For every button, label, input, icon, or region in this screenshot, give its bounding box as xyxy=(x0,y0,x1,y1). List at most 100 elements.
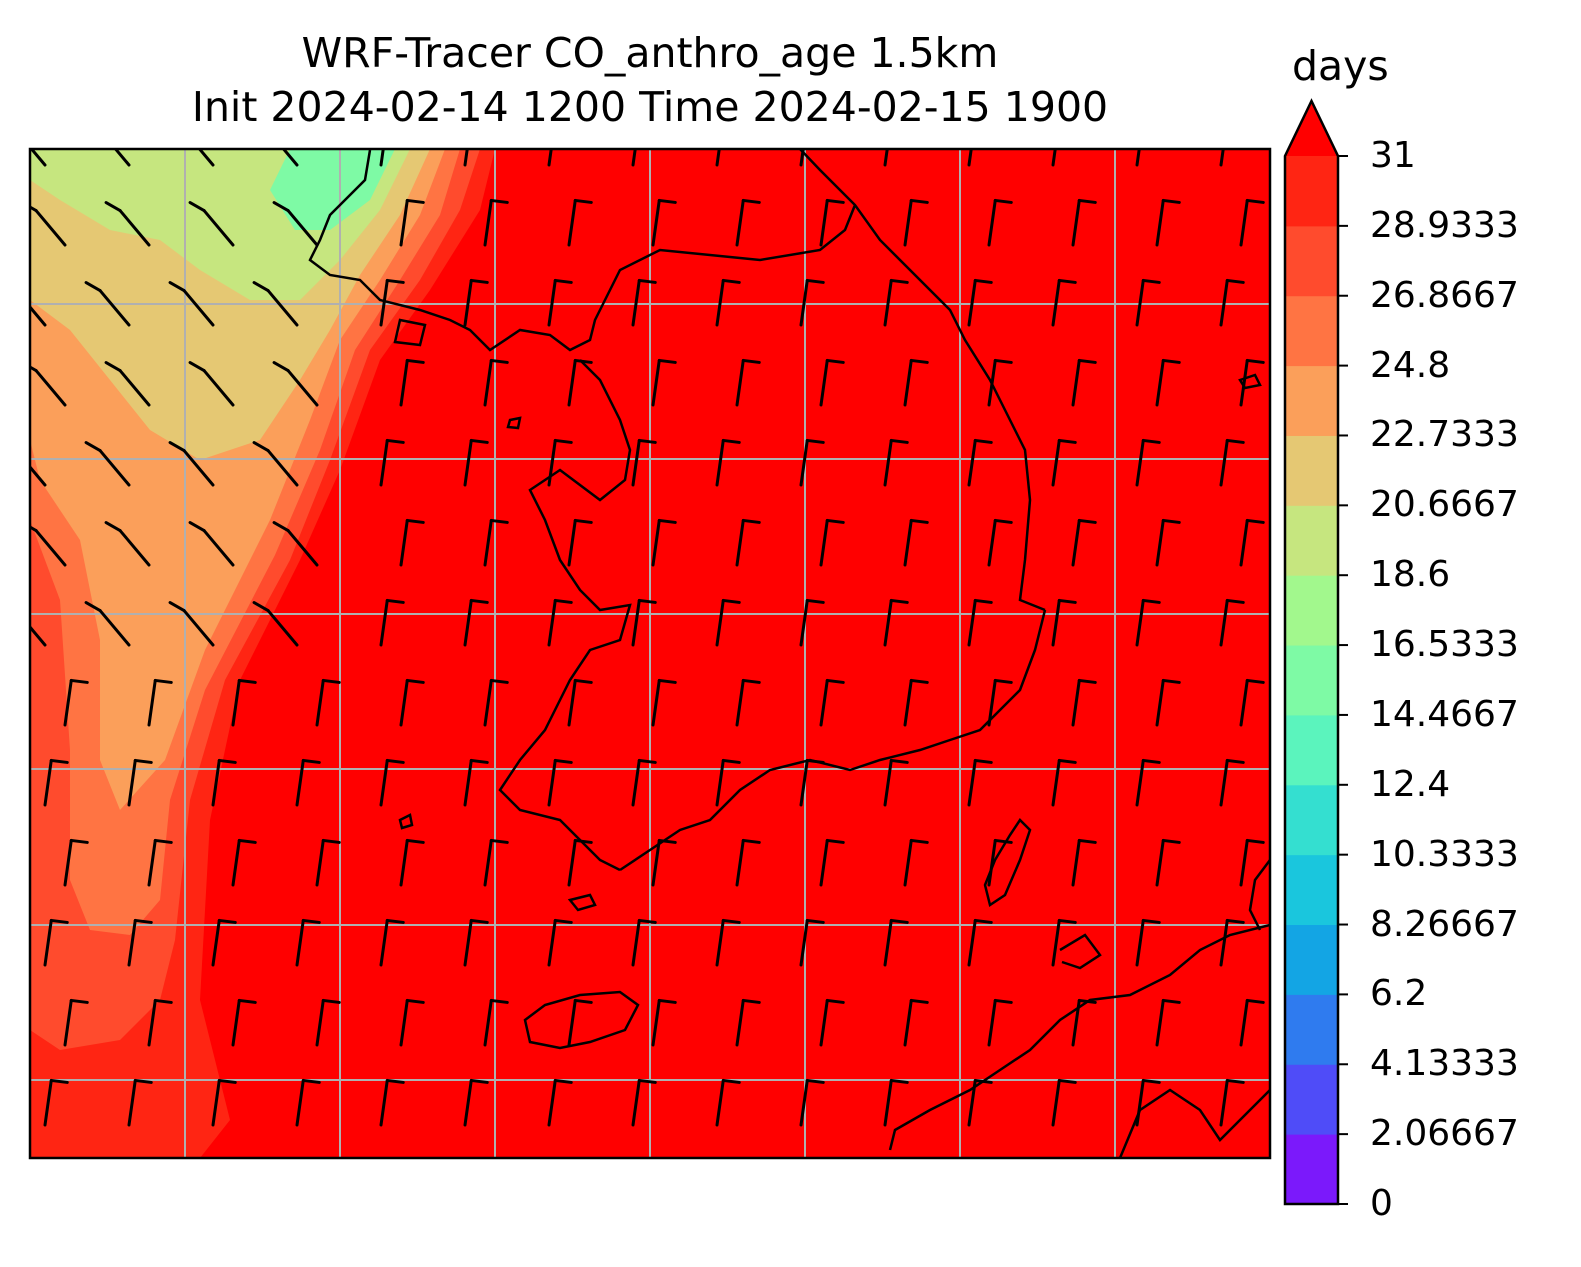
wind-barb xyxy=(819,358,845,407)
wind-barb xyxy=(1219,758,1245,807)
coastline-china-korea-border xyxy=(308,149,857,352)
wind-barb xyxy=(315,678,341,727)
colorbar-tick-label: 31 xyxy=(1370,135,1416,176)
wind-barb xyxy=(967,278,993,327)
wind-barb xyxy=(399,678,425,727)
wind-barb xyxy=(715,149,721,167)
wind-barb xyxy=(1051,758,1077,807)
wind-barb xyxy=(567,358,593,407)
wind-barb xyxy=(231,678,257,727)
wind-barb xyxy=(1155,358,1181,407)
wind-barb xyxy=(1071,678,1097,727)
wind-barb xyxy=(104,361,151,407)
wind-barb xyxy=(1135,598,1161,647)
wind-barb xyxy=(1239,678,1265,727)
wind-barb xyxy=(147,678,173,727)
wind-barb xyxy=(1219,438,1245,487)
wind-barb xyxy=(883,149,889,167)
wind-barb xyxy=(967,918,993,967)
wind-barb xyxy=(1239,358,1265,407)
wind-barb xyxy=(715,438,741,487)
colorbar-segment xyxy=(1285,1064,1338,1135)
colorbar-segment xyxy=(1285,505,1338,576)
wind-barb xyxy=(231,998,257,1047)
colorbar-tick-label: 24.8 xyxy=(1370,344,1451,386)
wind-barb xyxy=(819,998,845,1047)
wind-barb xyxy=(715,1078,741,1127)
colorbar-tick-label: 20.6667 xyxy=(1370,484,1519,526)
wind-barb xyxy=(1135,918,1161,967)
wind-barb xyxy=(295,758,321,807)
wind-barb xyxy=(1135,149,1141,167)
wind-barb xyxy=(987,198,1013,247)
wind-barb xyxy=(315,998,341,1047)
wind-barb xyxy=(987,678,1013,727)
wind-barb xyxy=(147,998,173,1047)
wind-barb xyxy=(1051,598,1077,647)
wind-barb xyxy=(903,838,929,887)
wind-barb xyxy=(399,198,425,247)
wind-barb xyxy=(399,518,425,567)
wind-barb xyxy=(1051,149,1057,167)
wind-barb xyxy=(379,278,405,327)
wind-barb xyxy=(188,521,235,567)
colorbar-segment xyxy=(1285,994,1338,1065)
wind-barb xyxy=(84,441,131,487)
wind-barb xyxy=(883,438,909,487)
wind-barb xyxy=(967,149,973,167)
wind-barb xyxy=(799,598,825,647)
coastline-jeju-island xyxy=(523,990,640,1050)
wind-barb xyxy=(547,149,553,167)
coastline-korea-east xyxy=(799,149,1046,612)
wind-barb xyxy=(1135,1078,1161,1127)
wind-barb xyxy=(735,358,761,407)
coastline-korea-west xyxy=(498,359,632,872)
chart-title-line-1: WRF-Tracer CO_anthro_age 1.5km xyxy=(301,29,999,77)
wind-barb xyxy=(819,198,845,247)
colorbar-unit-label: days xyxy=(1292,42,1389,90)
wind-barb xyxy=(1051,278,1077,327)
wind-barb xyxy=(211,1078,237,1127)
wind-barb xyxy=(799,278,825,327)
wind-barb xyxy=(735,198,761,247)
wind-barb xyxy=(903,998,929,1047)
wind-barb xyxy=(1071,998,1097,1047)
wind-barb xyxy=(1051,1078,1077,1127)
wind-barb xyxy=(651,838,677,887)
wind-barb xyxy=(967,1078,993,1127)
wind-barb xyxy=(631,438,657,487)
colorbar-tick-label: 2.06667 xyxy=(1370,1113,1519,1155)
wind-barb xyxy=(252,601,299,647)
wind-barb xyxy=(1239,518,1265,567)
wind-barb xyxy=(30,149,47,167)
wind-barb xyxy=(30,205,67,247)
colorbar-tick-label: 14.4667 xyxy=(1370,693,1519,735)
wind-barb xyxy=(43,1078,69,1127)
wind-barb xyxy=(399,838,425,887)
wind-barbs xyxy=(30,149,1265,1127)
wind-barb xyxy=(1135,278,1161,327)
wind-barb xyxy=(84,281,131,327)
wind-barb xyxy=(483,838,509,887)
wind-barb xyxy=(104,201,151,247)
wind-barb xyxy=(483,198,509,247)
wind-barb xyxy=(1071,838,1097,887)
wind-barb xyxy=(127,758,153,807)
wind-barb xyxy=(127,1078,153,1127)
wind-barb xyxy=(1219,149,1225,167)
wind-barb xyxy=(883,278,909,327)
wind-barb xyxy=(399,998,425,1047)
wind-barb xyxy=(547,758,573,807)
colorbar-tick-label: 0 xyxy=(1370,1183,1393,1224)
colorbar-segment xyxy=(1285,854,1338,926)
colorbar-segment xyxy=(1285,435,1338,506)
wind-barb xyxy=(1051,438,1077,487)
wind-barb xyxy=(168,281,215,327)
wind-barb xyxy=(379,918,405,967)
wind-barb xyxy=(483,358,509,407)
wind-barb xyxy=(84,601,131,647)
wind-barb xyxy=(819,678,845,727)
colorbar-tick-label: 28.9333 xyxy=(1370,204,1519,246)
wind-barb xyxy=(967,438,993,487)
wind-barb xyxy=(463,758,489,807)
